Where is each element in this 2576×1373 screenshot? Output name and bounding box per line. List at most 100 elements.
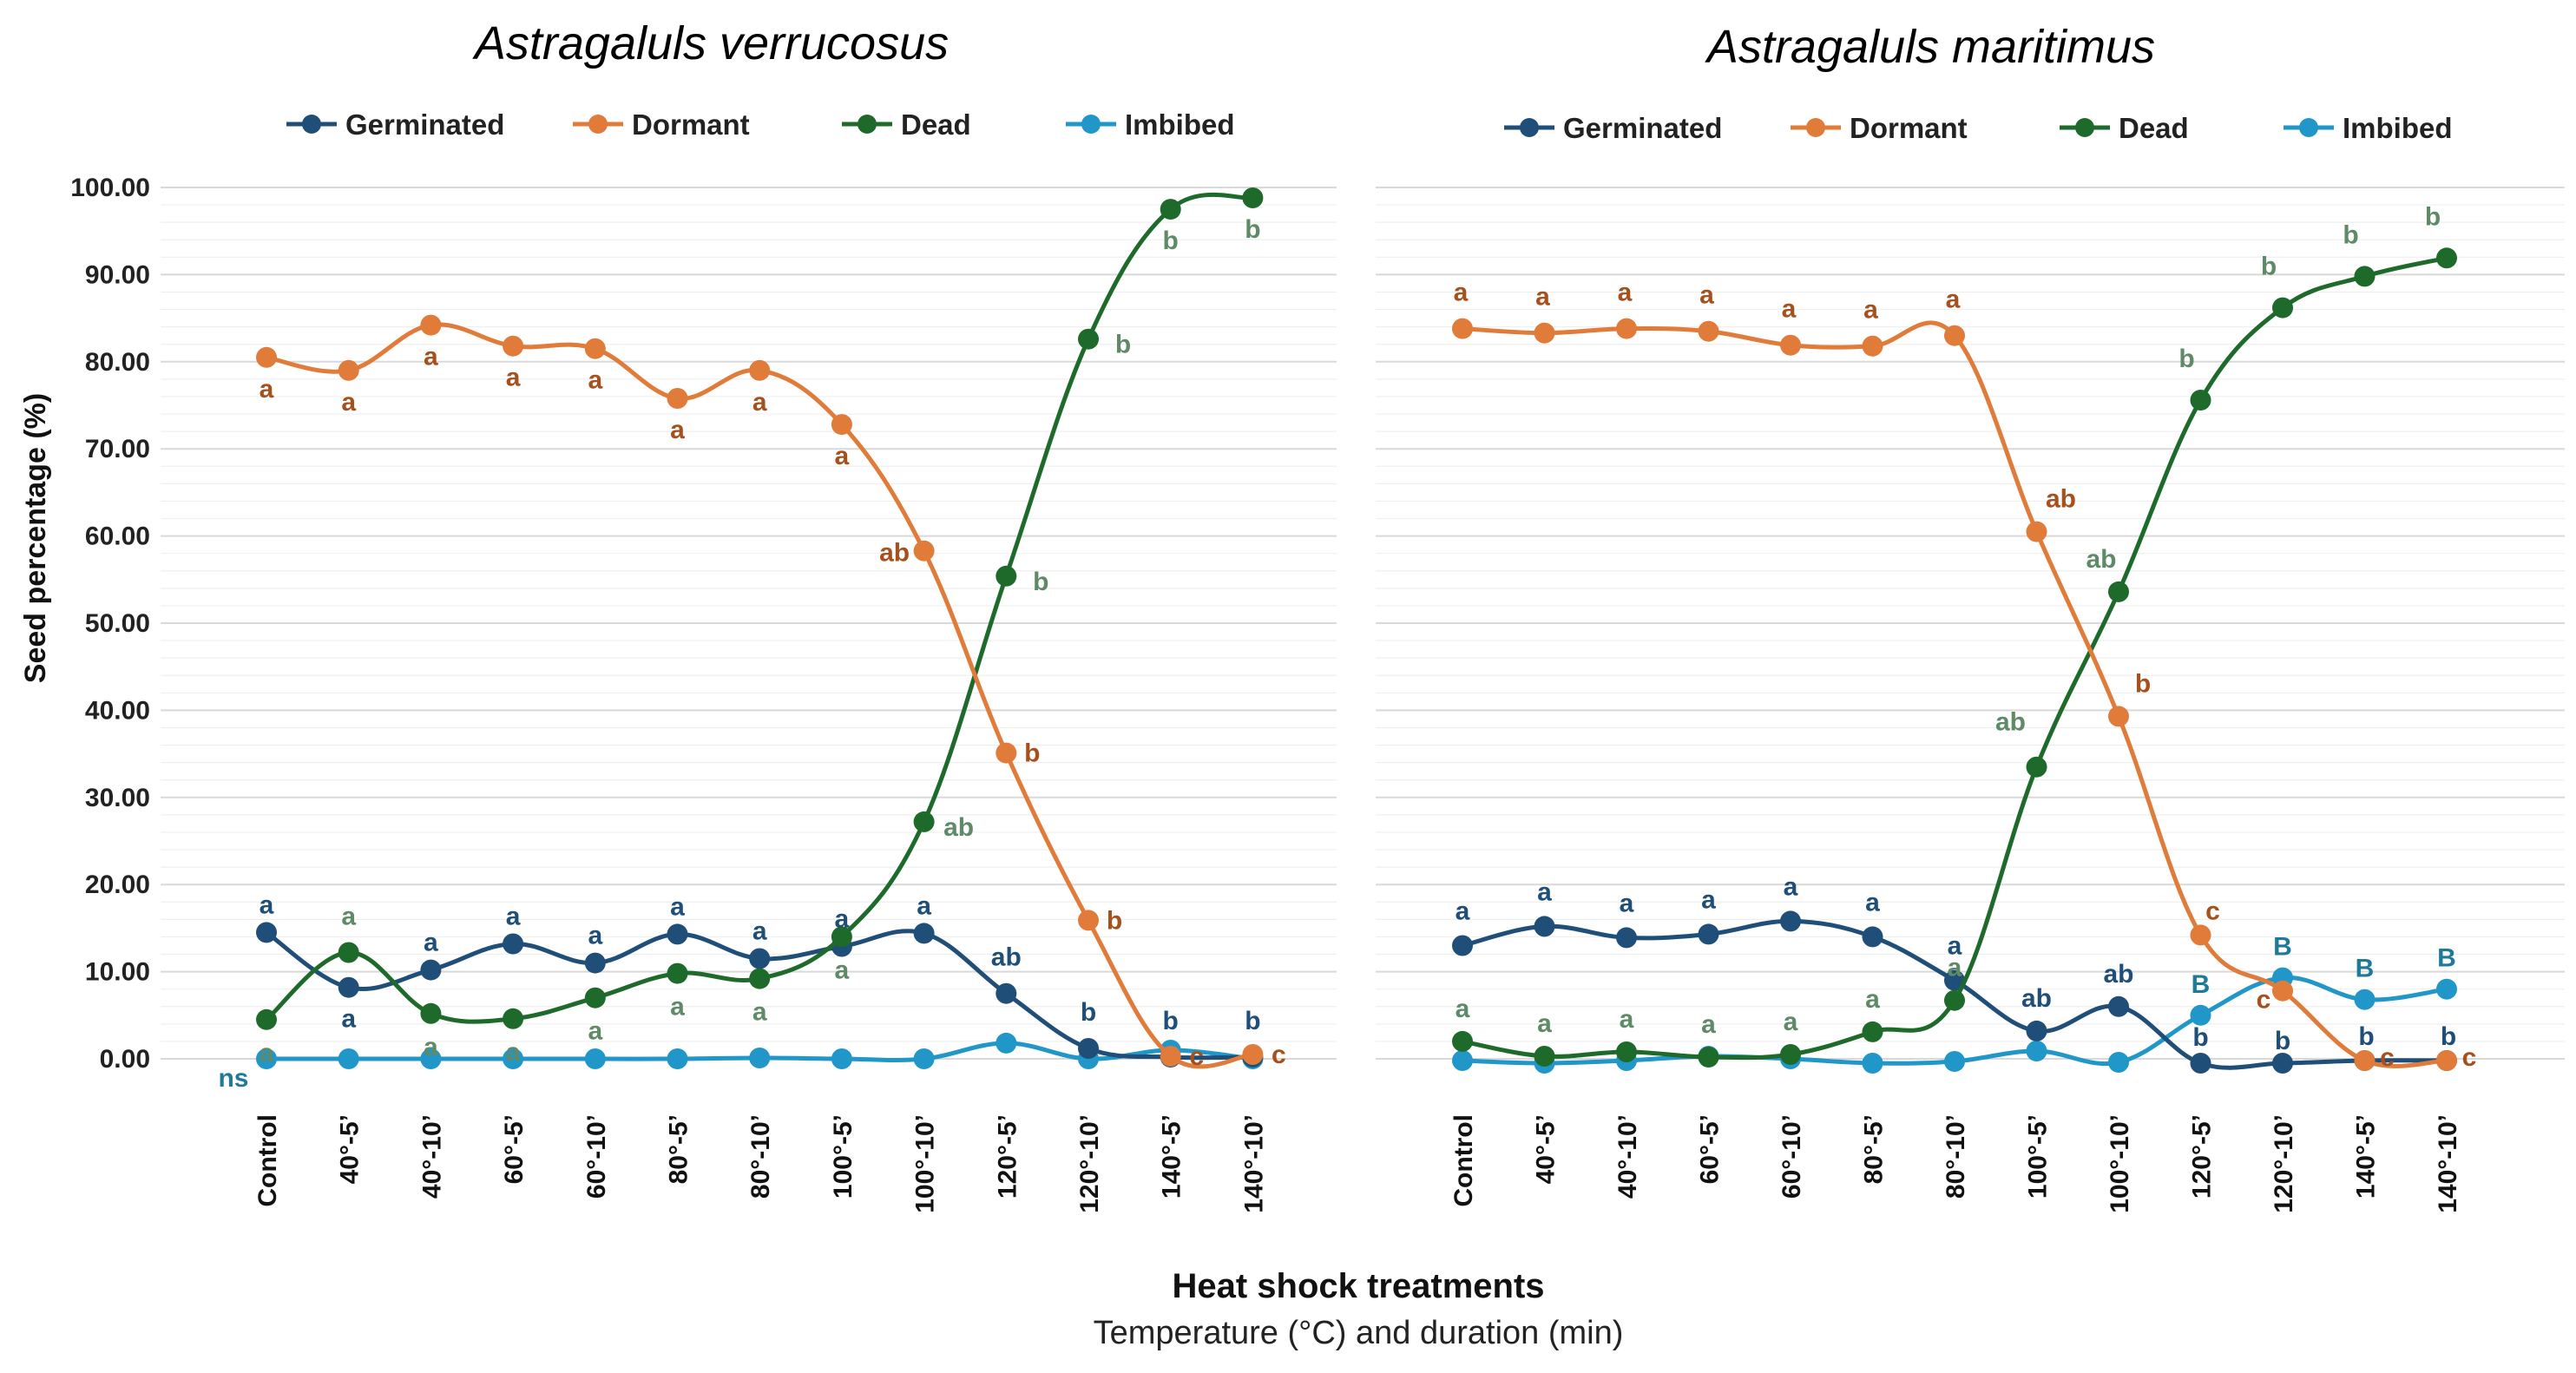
- data-point-germinated: [1534, 916, 1555, 937]
- data-point-dead: [2354, 266, 2376, 287]
- data-point-dead: [2436, 247, 2457, 269]
- data-point-imbibed: [1452, 1050, 1473, 1071]
- significance-label-dormant: a: [588, 366, 602, 395]
- data-point-dormant: [584, 338, 606, 359]
- data-point-dormant: [2026, 521, 2047, 542]
- data-point-dormant: [1534, 322, 1555, 344]
- significance-label-dead: a: [1784, 1008, 1798, 1036]
- significance-label-dead: b: [2343, 220, 2358, 249]
- y-tick-label: 80.00: [85, 348, 150, 377]
- data-point-dead: [2272, 297, 2293, 319]
- data-point-imbibed: [2354, 989, 2376, 1010]
- significance-label-germinated: b: [2358, 1022, 2374, 1051]
- plot-area-verrucosus: 0.00 10.00 20.00 30.00 40.00 50.00 60.00 70.00 8…: [70, 174, 1337, 1213]
- data-point-dormant: [749, 359, 771, 381]
- significance-label-dormant: a: [506, 364, 521, 392]
- x-tick-label: 80°-5’: [1860, 1114, 1889, 1184]
- x-axis-label: Heat shock treatments: [1172, 1267, 1544, 1305]
- significance-label-germinated: b: [1081, 998, 1096, 1027]
- data-point-dead: [1944, 989, 1965, 1011]
- significance-label-germinated: a: [260, 890, 274, 919]
- data-point-dormant: [1616, 318, 1637, 339]
- significance-label-germinated: a: [424, 929, 438, 957]
- significance-label-imbibed: B: [2437, 944, 2456, 973]
- plot-area-maritimus: Control 40°-5’ 40°-10’ 60°-5’ 60°-10’ 80°-5’ 8…: [1376, 187, 2565, 1213]
- data-point-germinated: [584, 952, 606, 974]
- significance-label-imbibed: B: [2192, 970, 2211, 999]
- data-point-dormant: [913, 540, 935, 562]
- legend-label-imbibed: Imbibed: [1125, 108, 1235, 141]
- data-point-dead: [1160, 199, 1181, 220]
- significance-label-dead: ab: [943, 813, 974, 842]
- x-tick-label: 120°-10’: [1075, 1114, 1104, 1213]
- significance-label-dormant: a: [1618, 279, 1633, 307]
- significance-label-dead: b: [2425, 202, 2441, 231]
- x-tick-label: 40°-5’: [336, 1114, 365, 1184]
- legend-marker-germinated: [1520, 118, 1539, 137]
- y-tick-label: 40.00: [85, 696, 150, 725]
- legend-maritimus: Germinated Dormant Dead Imbibed: [1504, 112, 2453, 144]
- significance-label-dead: a: [1948, 954, 1962, 982]
- significance-label-dormant: a: [1782, 295, 1797, 324]
- data-point-dead: [749, 968, 771, 989]
- data-point-dormant: [667, 388, 688, 409]
- significance-label-dormant: a: [341, 388, 356, 417]
- y-tick-label: 60.00: [85, 522, 150, 551]
- significance-label-dormant: b: [2135, 669, 2151, 698]
- x-tick-label: 60°-5’: [500, 1114, 529, 1184]
- data-point-germinated: [338, 976, 359, 998]
- data-point-dead: [584, 987, 606, 1008]
- significance-label-dead: a: [752, 998, 767, 1027]
- x-tick-label: 120°-5’: [2188, 1114, 2217, 1199]
- legend-marker-dead: [2075, 118, 2094, 137]
- chart-title-maritimus: Astragaluls maritimus: [1705, 21, 2155, 73]
- data-point-dormant: [1862, 335, 1883, 357]
- data-point-dormant: [2272, 980, 2293, 1002]
- significance-label-germinated: a: [1701, 885, 1716, 914]
- legend-label-dormant: Dormant: [632, 108, 750, 141]
- data-point-germinated: [2108, 995, 2129, 1017]
- data-point-dead: [2026, 756, 2047, 778]
- data-point-dead: [1698, 1047, 1719, 1068]
- significance-label-dead: a: [1701, 1010, 1716, 1039]
- data-point-dormant: [503, 335, 524, 357]
- data-point-germinated: [667, 923, 688, 945]
- data-point-imbibed: [913, 1048, 935, 1069]
- significance-label-dead: a: [506, 1038, 521, 1067]
- x-tick-label: 100°-5’: [2024, 1114, 2053, 1199]
- significance-label-imbibed: B: [2356, 955, 2375, 983]
- x-tick-label: 60°-5’: [1696, 1114, 1725, 1184]
- legend-marker-dormant: [588, 115, 608, 134]
- significance-label-dead: a: [1865, 985, 1880, 1014]
- significance-label-germinated: a: [835, 904, 850, 933]
- significance-label-dead: b: [1115, 331, 1131, 359]
- y-tick-label: 30.00: [85, 784, 150, 812]
- data-point-germinated: [2272, 1053, 2293, 1074]
- data-point-imbibed: [503, 1048, 524, 1069]
- data-point-dormant: [1078, 910, 1099, 931]
- data-point-imbibed: [2026, 1041, 2047, 1061]
- data-point-dead: [996, 565, 1017, 587]
- significance-label-germinated: ab: [991, 943, 1022, 972]
- data-point-imbibed: [420, 1048, 442, 1069]
- data-point-imbibed: [1944, 1051, 1965, 1072]
- legend-label-germinated: Germinated: [345, 108, 504, 141]
- data-point-imbibed: [2108, 1052, 2129, 1073]
- data-point-dead: [1862, 1021, 1883, 1042]
- legend-label-germinated: Germinated: [1563, 112, 1722, 144]
- significance-label-dead: b: [2178, 345, 2194, 373]
- significance-label-dead: b: [1245, 215, 1260, 244]
- data-point-dormant: [2354, 1050, 2376, 1071]
- data-point-germinated: [2190, 1053, 2211, 1074]
- x-tick-label: 120°-5’: [993, 1114, 1022, 1199]
- data-point-germinated: [996, 982, 1017, 1004]
- x-tick-label: 80°-10’: [1942, 1114, 1970, 1199]
- data-point-dead: [2190, 390, 2211, 411]
- data-point-dead: [256, 1008, 277, 1030]
- data-point-imbibed: [2190, 1004, 2211, 1026]
- significance-label-dead: a: [1620, 1005, 1634, 1034]
- legend-marker-imbibed: [2299, 118, 2318, 137]
- legend-label-dormant: Dormant: [1850, 112, 1968, 144]
- data-point-dead: [1242, 187, 1264, 208]
- data-point-dormant: [2190, 924, 2211, 946]
